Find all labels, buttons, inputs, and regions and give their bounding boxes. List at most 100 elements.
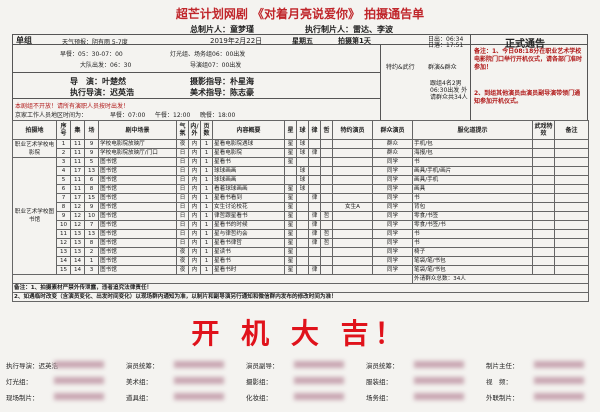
cell: 图书馆 xyxy=(98,229,177,239)
cell: 同学 xyxy=(372,157,413,167)
cell xyxy=(320,193,333,203)
cell: 15 xyxy=(84,193,99,203)
cell: 13 xyxy=(84,229,99,239)
cell: 内 xyxy=(188,265,201,275)
cell: 12 xyxy=(70,211,85,221)
cell xyxy=(554,238,589,248)
cell xyxy=(532,166,555,176)
cell: 12 xyxy=(56,238,71,248)
cell: 星 xyxy=(284,157,297,167)
producer: 总制片人：童梦瑾 xyxy=(190,25,254,34)
cell: 球 xyxy=(296,175,309,185)
cell xyxy=(320,247,333,257)
cell: 同学 xyxy=(372,175,413,185)
cell: 11 xyxy=(70,139,85,149)
cell: 12 xyxy=(70,220,85,230)
cell: 2 xyxy=(56,148,71,158)
cell: 1 xyxy=(200,238,213,248)
cell xyxy=(284,166,297,176)
cell: 律 xyxy=(308,220,321,230)
cell xyxy=(320,256,333,266)
extras-total: 外请群众总数：34人 xyxy=(412,274,589,284)
cell: 11 xyxy=(70,175,85,185)
cell: 星看书 xyxy=(212,157,285,167)
cell: 看着球球画画 xyxy=(212,184,285,194)
cell xyxy=(332,148,373,158)
cell: 9 xyxy=(56,211,71,221)
cell xyxy=(320,139,333,149)
cell: 海报/包 xyxy=(412,148,533,158)
cell: 1 xyxy=(200,193,213,203)
cell xyxy=(532,238,555,248)
scene-row: 8 12 9 图书馆日内 1 女生讨论校花星 女生A 同学 背包 xyxy=(13,202,589,212)
contact-label: 化妆组： xyxy=(246,394,272,402)
cell: 日 xyxy=(176,193,189,203)
cell: 9 xyxy=(84,148,99,158)
cell: 内 xyxy=(188,166,201,176)
scene-row: 14 14 1 图书馆夜内 1 星看书星同学 笔袋/笔/书包 xyxy=(13,256,589,266)
cell xyxy=(532,211,555,221)
contact-label: 视 频： xyxy=(486,378,512,386)
cell: 律 xyxy=(308,193,321,203)
cell: 图书馆 xyxy=(98,256,177,266)
cell: 哲 xyxy=(320,211,333,221)
exec-producer: 执行制片人：雷达、李波 xyxy=(305,25,393,34)
status: 正式通告 xyxy=(505,39,545,50)
cell: 10 xyxy=(84,211,99,221)
cell xyxy=(296,220,309,230)
cell: 同学 xyxy=(372,202,413,212)
contact-label: 演员副导： xyxy=(246,362,279,370)
breakfast: 早餐：05：30-07：00 xyxy=(60,51,123,58)
cell: 内 xyxy=(188,184,201,194)
cell: 11 xyxy=(70,148,85,158)
cell: 律哲跟星看书 xyxy=(212,211,285,221)
blurred-number xyxy=(294,361,344,368)
cell: 星读书 xyxy=(212,247,285,257)
cell xyxy=(320,157,333,167)
cell xyxy=(296,211,309,221)
cell: 1 xyxy=(200,211,213,221)
director: 导 演：叶楚然 xyxy=(70,77,126,86)
cell: 笔袋/笔/书包 xyxy=(412,265,533,275)
dop: 摄影指导：朴星海 xyxy=(190,77,254,86)
cell: 图书馆 xyxy=(98,166,177,176)
cell: 内 xyxy=(188,256,201,266)
banner: 开 机 大 吉！ xyxy=(191,317,409,350)
note-row: 备注：1、拍摄素材严禁外传泄露，违者追究法律责任！ xyxy=(12,283,589,293)
cell: 星 xyxy=(284,202,297,212)
cell: 13 xyxy=(70,229,85,239)
sunset: 日落：17:51 xyxy=(428,42,464,49)
column-header: 剧中场景 xyxy=(98,120,177,140)
cell: 画具 xyxy=(412,184,533,194)
scene-row: 12 13 8 图书馆日内 1 星看书律哲星 律哲 同学书 xyxy=(13,238,589,248)
blurred-number xyxy=(54,377,104,384)
scene-row: 11 13 13 图书馆日内 1 星与律哲约会星律哲同学书 xyxy=(13,229,589,239)
column-header: 群众演员 xyxy=(372,120,413,140)
location: 职业艺术学校图书馆 xyxy=(12,157,57,275)
cell: 星 xyxy=(284,193,297,203)
cell xyxy=(320,202,333,212)
cell: 星看书的时候 xyxy=(212,220,285,230)
cell: 同学 xyxy=(372,184,413,194)
cell xyxy=(532,256,555,266)
cell xyxy=(532,175,555,185)
group: 单组 xyxy=(16,36,32,45)
blurred-number xyxy=(534,361,584,368)
meal-note: 京家工作人员地区时间为： xyxy=(15,112,88,119)
weather: 天气预报：阴有雨 5-7度 xyxy=(62,39,128,46)
cell: 图书馆 xyxy=(98,247,177,257)
team-depart: 大队出发：06：30 xyxy=(80,62,132,69)
scene-row: 2 11 9 学校电影院放映厅/门口日内 1 星看电影院星球律 群众 海报/包 xyxy=(13,148,589,158)
cell: 球球画画 xyxy=(212,166,285,176)
cell: 同学 xyxy=(372,193,413,203)
cell: 律 xyxy=(308,238,321,248)
cell xyxy=(332,211,373,221)
cell xyxy=(332,139,373,149)
cell: 律 xyxy=(308,265,321,275)
cell: 背包 xyxy=(412,202,533,212)
cell: 1 xyxy=(200,139,213,149)
column-header: 内/外 xyxy=(188,120,201,140)
shoot-day: 拍摄第1天 xyxy=(338,37,371,45)
cell: 1 xyxy=(200,256,213,266)
cell: 学校电影院放映厅 xyxy=(98,139,177,149)
